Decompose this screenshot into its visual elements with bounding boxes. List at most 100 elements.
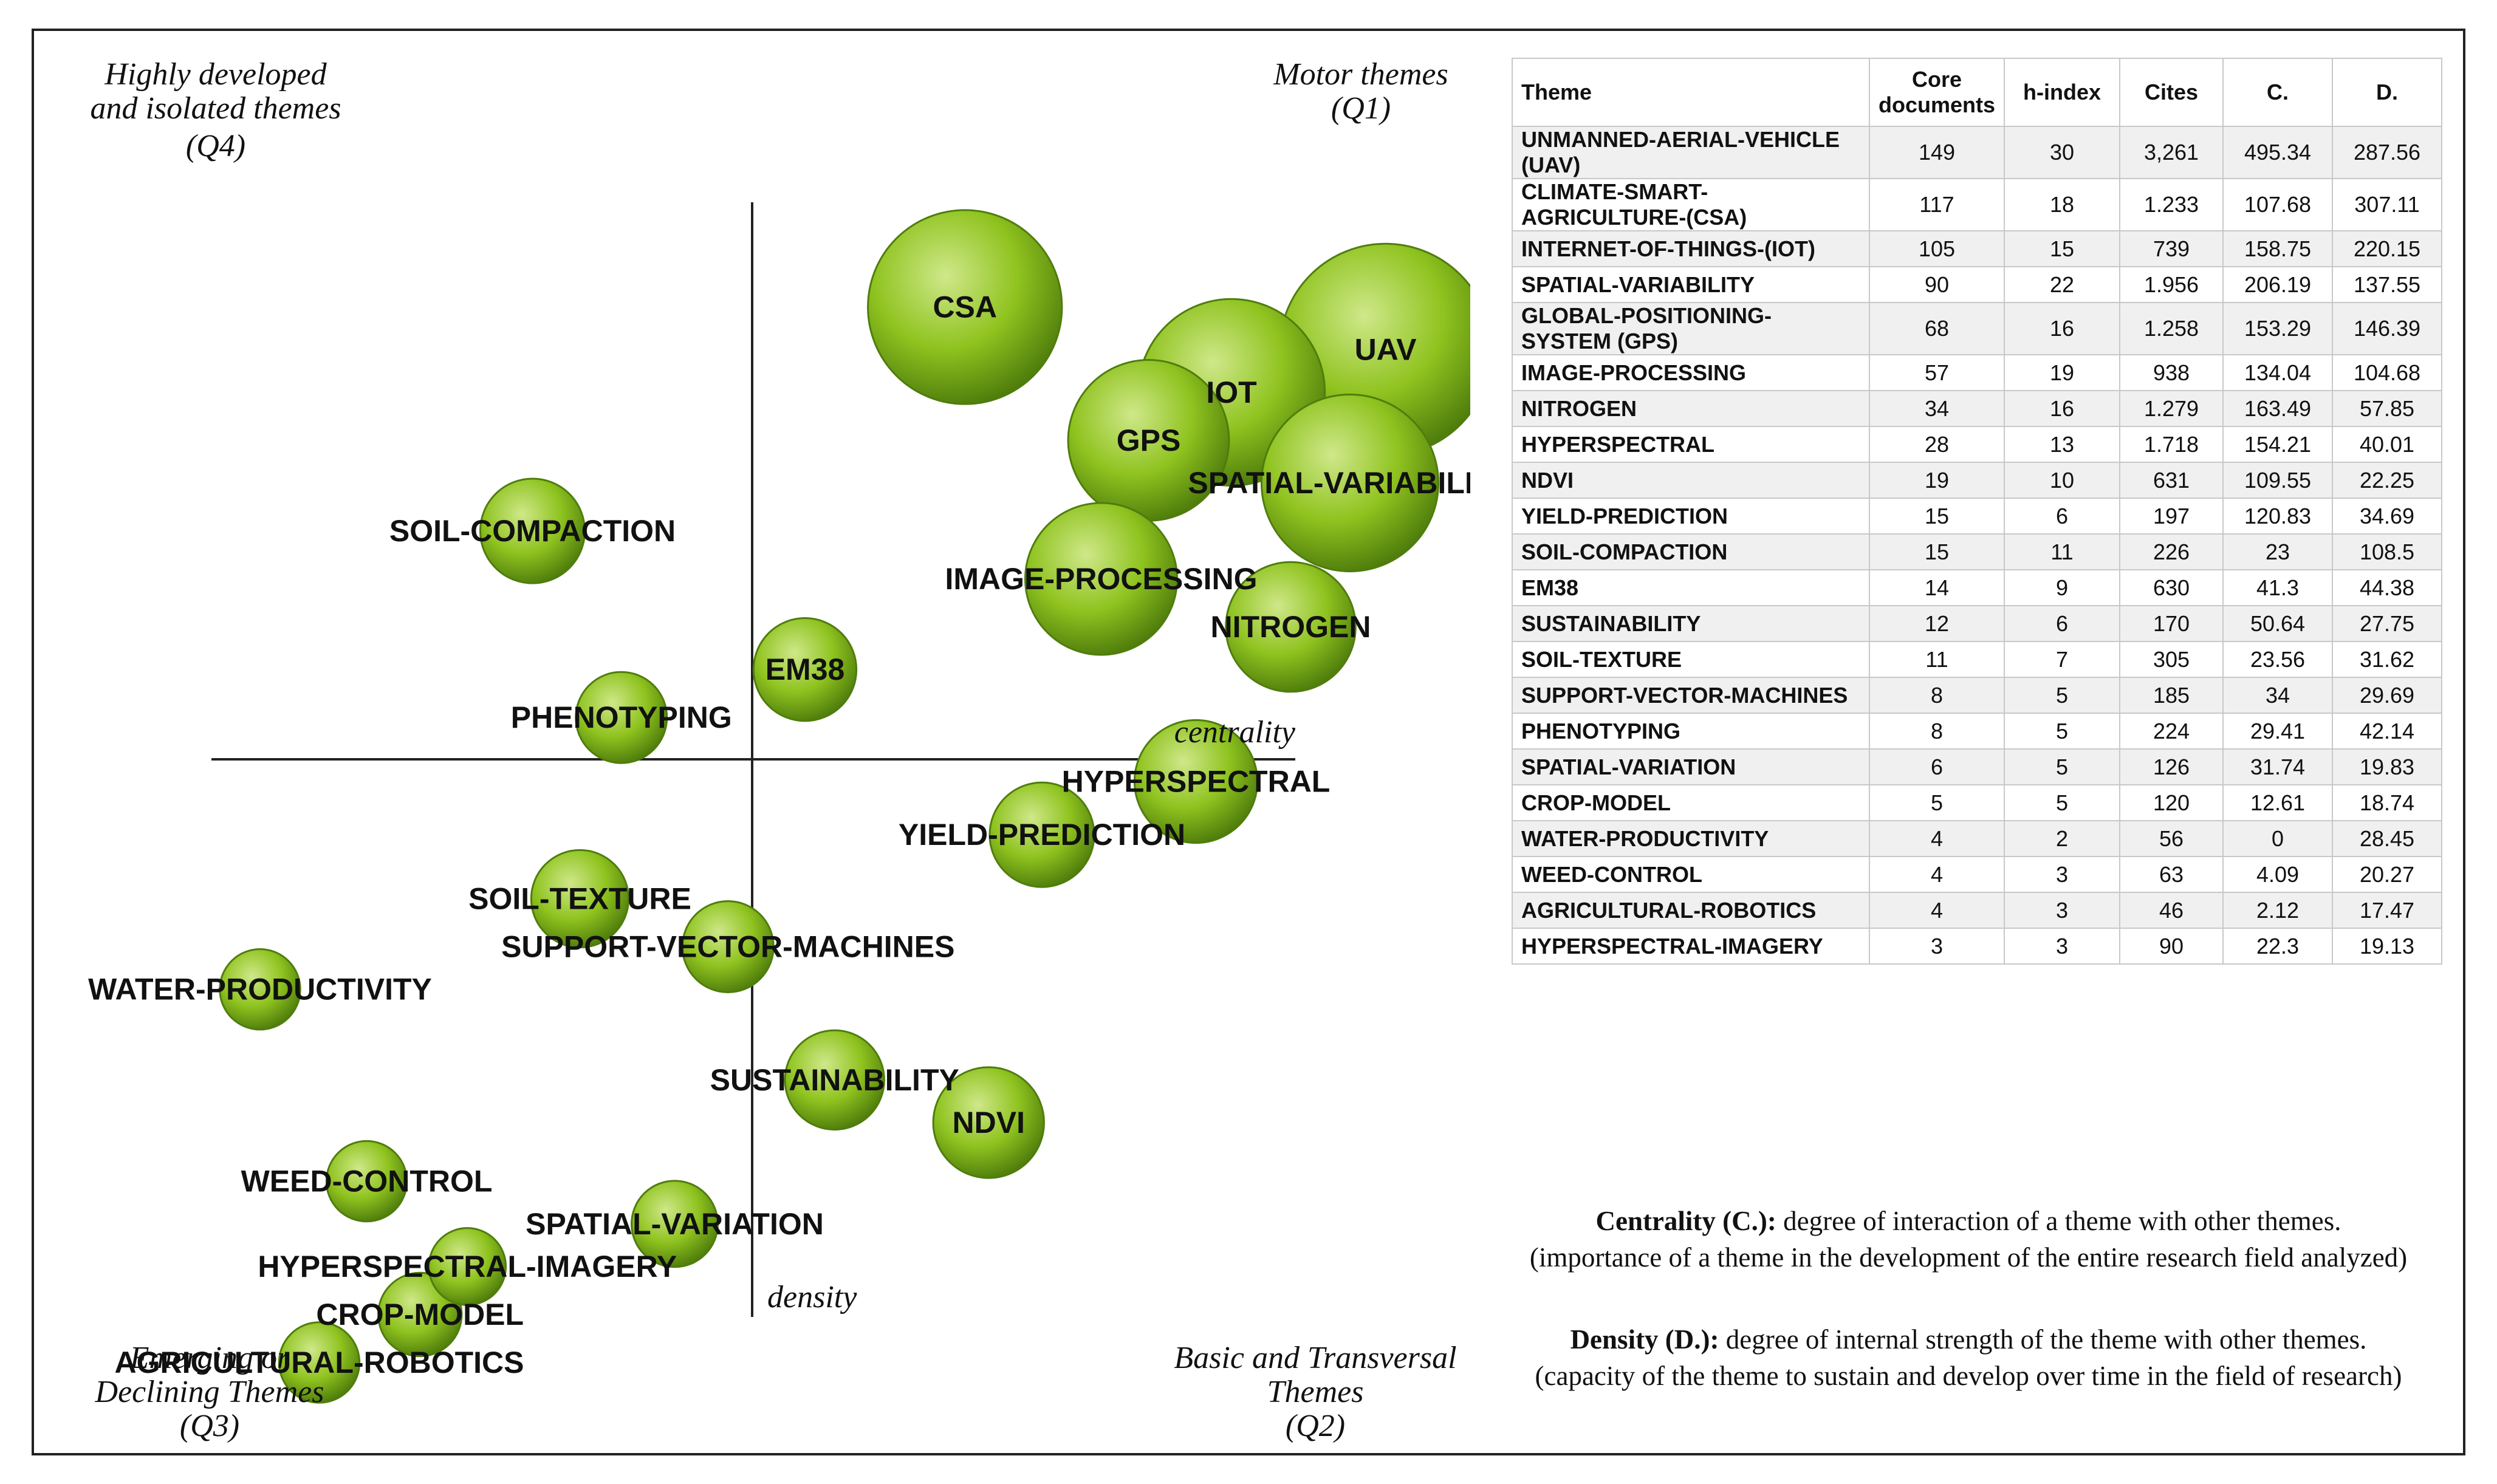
cell-centrality: 109.55: [2222, 462, 2333, 499]
cell-centrality: 29.41: [2222, 713, 2333, 750]
cell-cites: 1.279: [2119, 390, 2224, 427]
cell-centrality: 23: [2222, 533, 2333, 570]
cell-density: 18.74: [2332, 784, 2442, 821]
header-core-documents: Core documents: [1868, 58, 2005, 127]
cell-density: 31.62: [2332, 641, 2442, 678]
cell-centrality: 0: [2222, 820, 2333, 857]
cell-h-index: 15: [2004, 230, 2120, 267]
cell-core-documents: 12: [1868, 605, 2005, 642]
cell-theme: HYPERSPECTRAL-IMAGERY: [1512, 928, 1870, 965]
cell-density: 137.55: [2332, 266, 2442, 303]
table-row: PHENOTYPING 8 5 224 29.41 42.14: [1512, 713, 2442, 750]
cell-density: 104.68: [2332, 354, 2442, 391]
cell-density: 108.5: [2332, 533, 2442, 570]
bubble-water-productivity: [219, 948, 301, 1031]
cell-centrality: 50.64: [2222, 605, 2333, 642]
cell-centrality: 34: [2222, 677, 2333, 714]
cell-h-index: 16: [2004, 390, 2120, 427]
cell-theme: UNMANNED-AERIAL-VEHICLE (UAV): [1512, 126, 1870, 179]
header-h-index: h-index: [2004, 58, 2120, 127]
bubble-label-spatial-variability: SPATIAL-VARIABILITY: [1188, 466, 1470, 500]
cell-cites: 739: [2119, 230, 2224, 267]
cell-cites: 1.258: [2119, 302, 2224, 355]
cell-density: 287.56: [2332, 126, 2442, 179]
table-row: NITROGEN 34 16 1.279 163.49 57.85: [1512, 390, 2442, 427]
cell-h-index: 9: [2004, 569, 2120, 606]
cell-h-index: 30: [2004, 126, 2120, 179]
cell-cites: 630: [2119, 569, 2224, 606]
bubble-label-soil-texture: SOIL-TEXTURE: [468, 882, 691, 916]
cell-cites: 938: [2119, 354, 2224, 391]
header-density: D.: [2332, 58, 2442, 127]
cell-density: 19.13: [2332, 928, 2442, 965]
figure-frame: [32, 29, 2465, 1455]
quadrant-q4-title: Highly developed and isolated themes: [90, 57, 341, 126]
bubble-csa: [867, 209, 1063, 405]
bubble-label-layer: UAV CSA IOT SPATIAL-VARIABILITYGPS IMAGE-PRO…: [88, 290, 1470, 1380]
bubble-label-gps: GPS: [1117, 423, 1181, 457]
cell-core-documents: 105: [1868, 230, 2005, 267]
cell-cites: 63: [2119, 856, 2224, 893]
cell-cites: 3,261: [2119, 126, 2224, 179]
strategic-diagram: UAV CSA IOT SPATIAL-VARIABILITYGPS IMAGE-PRO…: [88, 202, 1470, 1404]
cell-core-documents: 15: [1868, 498, 2005, 535]
bubble-sustainability: [784, 1029, 885, 1131]
cell-cites: 631: [2119, 462, 2224, 499]
cell-density: 307.11: [2332, 178, 2442, 231]
table-row: AGRICULTURAL-ROBOTICS 4 3 46 2.12 17.47: [1512, 892, 2442, 929]
cell-core-documents: 68: [1868, 302, 2005, 355]
quadrant-q2-label: Basic and Transversal Themes (Q2): [1157, 1341, 1473, 1443]
density-legend: Density (D.): degree of internal strengt…: [1470, 1321, 2467, 1394]
bubble-label-csa: CSA: [933, 290, 997, 324]
cell-theme: NITROGEN: [1512, 390, 1870, 427]
cell-density: 17.47: [2332, 892, 2442, 929]
bubble-label-weed-control: WEED-CONTROL: [241, 1164, 493, 1198]
bubble-hyperspectral: [1133, 719, 1259, 844]
cell-h-index: 5: [2004, 784, 2120, 821]
cell-core-documents: 6: [1868, 748, 2005, 785]
centrality-legend: Centrality (C.): degree of interaction o…: [1470, 1203, 2467, 1276]
cell-theme: EM38: [1512, 569, 1870, 606]
cell-centrality: 31.74: [2222, 748, 2333, 785]
bubble-label-yield-prediction: YIELD-PREDICTION: [899, 818, 1185, 852]
cell-h-index: 19: [2004, 354, 2120, 391]
quadrant-q4-label: Highly developed and isolated themes (Q4…: [58, 58, 374, 163]
table-row: SUSTAINABILITY 12 6 170 50.64 27.75: [1512, 605, 2442, 642]
table-row: SOIL-COMPACTION 15 11 226 23 108.5: [1512, 533, 2442, 570]
header-centrality: C.: [2222, 58, 2333, 127]
x-axis-label: centrality: [1174, 715, 1296, 750]
bubble-soil-compaction: [479, 477, 586, 584]
cell-density: 22.25: [2332, 462, 2442, 499]
themes-table: Theme Core documents h-index Cites C. D.…: [1512, 58, 2442, 965]
cell-centrality: 12.61: [2222, 784, 2333, 821]
cell-h-index: 5: [2004, 713, 2120, 750]
cell-centrality: 495.34: [2222, 126, 2333, 179]
header-cites: Cites: [2119, 58, 2224, 127]
cell-cites: 305: [2119, 641, 2224, 678]
quadrant-q1-title: Motor themes: [1273, 57, 1448, 92]
cell-cites: 1.956: [2119, 266, 2224, 303]
bubble-soil-texture: [530, 849, 630, 949]
cell-theme: YIELD-PREDICTION: [1512, 498, 1870, 535]
table-row: SOIL-TEXTURE 11 7 305 23.56 31.62: [1512, 641, 2442, 678]
cell-theme: SUPPORT-VECTOR-MACHINES: [1512, 677, 1870, 714]
bubble-label-phenotyping: PHENOTYPING: [511, 700, 732, 734]
y-axis-label: density: [767, 1280, 857, 1315]
cell-cites: 224: [2119, 713, 2224, 750]
bubble-label-iot: IOT: [1206, 375, 1256, 409]
cell-core-documents: 90: [1868, 266, 2005, 303]
cell-core-documents: 11: [1868, 641, 2005, 678]
cell-centrality: 120.83: [2222, 498, 2333, 535]
cell-core-documents: 3: [1868, 928, 2005, 965]
cell-theme: INTERNET-OF-THINGS-(IOT): [1512, 230, 1870, 267]
cell-density: 28.45: [2332, 820, 2442, 857]
table-row: INTERNET-OF-THINGS-(IOT) 105 15 739 158.75 22…: [1512, 230, 2442, 267]
cell-centrality: 23.56: [2222, 641, 2333, 678]
cell-density: 34.69: [2332, 498, 2442, 535]
bubble-layer: [219, 209, 1470, 1404]
cell-core-documents: 57: [1868, 354, 2005, 391]
cell-theme: SUSTAINABILITY: [1512, 605, 1870, 642]
cell-theme: AGRICULTURAL-ROBOTICS: [1512, 892, 1870, 929]
bubble-label-agricultural-robotics: AGRICULTURAL-ROBOTICS: [115, 1346, 524, 1380]
cell-cites: 1.718: [2119, 426, 2224, 463]
